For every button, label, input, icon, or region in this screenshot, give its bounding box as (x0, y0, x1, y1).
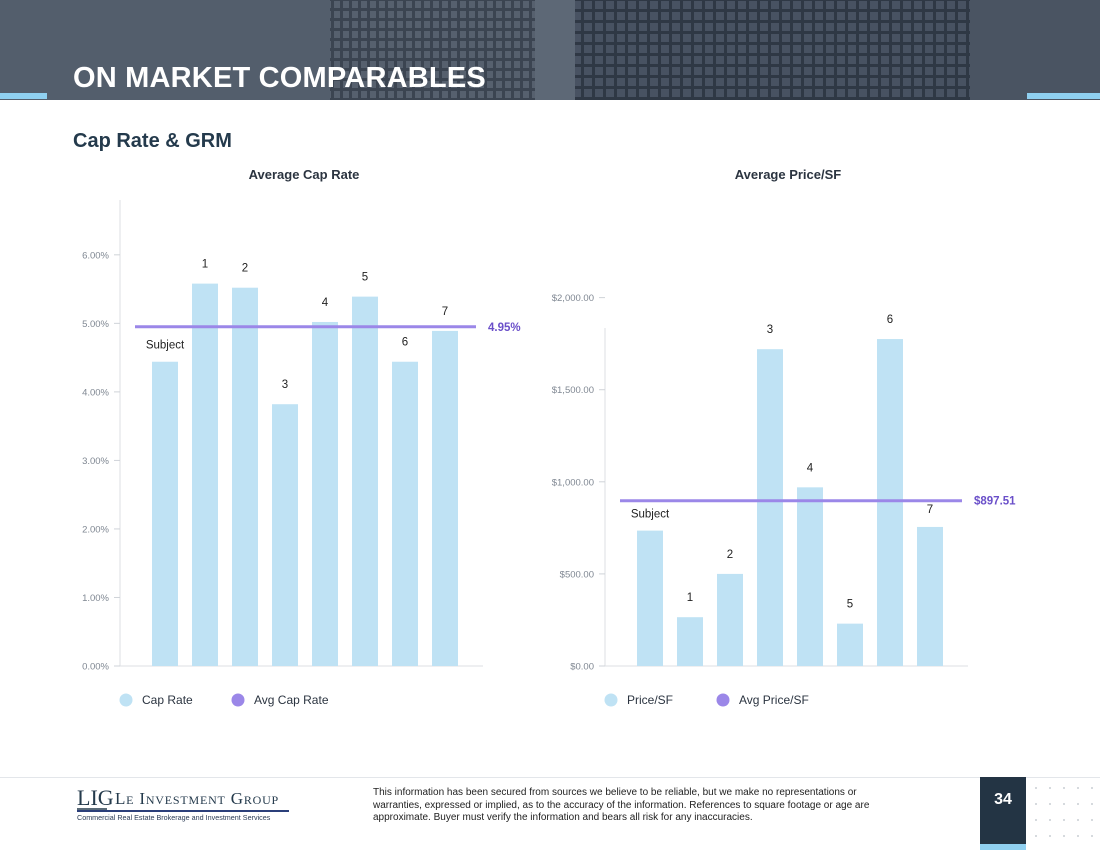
bar-label: 4 (322, 297, 329, 309)
decorative-dot (1091, 835, 1093, 837)
decorative-dot (1035, 819, 1037, 821)
bar (677, 617, 703, 666)
decorative-dot (1049, 819, 1051, 821)
legend-label-average: Avg Price/SF (739, 693, 809, 707)
header-banner: ON MARKET COMPARABLES (0, 0, 1100, 100)
page-number: 34 (980, 777, 1026, 844)
bar (432, 330, 458, 666)
y-tick-label: $1,500.00 (552, 385, 594, 396)
bar-label: 4 (807, 462, 814, 474)
bar-label: 7 (442, 306, 448, 318)
price-per-sf-chart: Average Price/SF $0.00 $500.00 $1,000.00 $1,… (552, 167, 1016, 707)
decorative-dot (1077, 819, 1079, 821)
y-tick-label: 6.00% (82, 250, 109, 261)
decorative-dot (1077, 803, 1079, 805)
bar (392, 361, 418, 666)
decorative-dot (1063, 787, 1065, 789)
bar-label: 1 (202, 259, 208, 271)
decorative-dot (1077, 835, 1079, 837)
average-label: 4.95% (488, 322, 521, 334)
footer-divider (0, 777, 1100, 778)
page-number-accent (980, 844, 1026, 850)
average-label: $897.51 (974, 496, 1016, 508)
bar-label: 1 (687, 592, 693, 604)
y-tick-label: 4.00% (82, 387, 109, 398)
bar-label: 3 (767, 324, 773, 336)
company-name: Le Investment Group (115, 789, 279, 808)
legend-swatch-average (231, 693, 245, 707)
bar (877, 339, 903, 666)
disclaimer-text: This information has been secured from s… (373, 787, 870, 823)
bar (797, 487, 823, 666)
legend-swatch-series (119, 693, 133, 707)
page-title: ON MARKET COMPARABLES (73, 62, 486, 94)
bar (232, 287, 258, 666)
chart-title: Average Cap Rate (249, 167, 360, 182)
decorative-dot (1091, 819, 1093, 821)
bar (152, 361, 178, 666)
y-tick-label: 2.00% (82, 524, 109, 535)
header-accent-left (0, 93, 47, 99)
section-title: Cap Rate & GRM (73, 130, 232, 152)
decorative-dot (1035, 787, 1037, 789)
bar (917, 526, 943, 666)
legend-label-series: Cap Rate (142, 693, 193, 707)
legend-label-average: Avg Cap Rate (254, 693, 329, 707)
decorative-dot (1091, 787, 1093, 789)
y-tick-label: $2,000.00 (552, 293, 594, 304)
y-tick-label: $0.00 (570, 662, 594, 673)
cap-rate-chart: Average Cap Rate 0.00% 1.00% 2.00% 3.00% 4.00… (82, 167, 521, 707)
company-tagline: Commercial Real Estate Brokerage and Inv… (77, 813, 271, 822)
legend-label-series: Price/SF (627, 693, 673, 707)
bar (352, 296, 378, 666)
bar-label: Subject (631, 509, 670, 521)
decorative-dot (1049, 803, 1051, 805)
y-tick-label: 3.00% (82, 456, 109, 467)
decorative-dots (1035, 787, 1093, 837)
bar-label: 2 (727, 549, 733, 561)
bar-label: 7 (927, 504, 933, 516)
decorative-dot (1063, 835, 1065, 837)
decorative-dot (1063, 819, 1065, 821)
company-logo: LIG Le Investment Group Commercial Real … (77, 785, 289, 822)
y-tick-label: 5.00% (82, 319, 109, 330)
bar-label: 5 (362, 272, 368, 284)
chart-title: Average Price/SF (735, 167, 842, 182)
decorative-dot (1035, 803, 1037, 805)
bar-label: 6 (402, 337, 408, 349)
y-tick-label: 1.00% (82, 593, 109, 604)
bar-label: 5 (847, 599, 853, 611)
decorative-dot (1063, 803, 1065, 805)
bar (192, 283, 218, 666)
building-background-image (0, 0, 1100, 100)
decorative-dot (1049, 835, 1051, 837)
bar (837, 623, 863, 666)
legend-swatch-average (716, 693, 730, 707)
bar (272, 404, 298, 666)
legend-swatch-series (604, 693, 618, 707)
y-tick-label: $500.00 (560, 569, 594, 580)
decorative-dot (1035, 835, 1037, 837)
decorative-dot (1077, 787, 1079, 789)
y-tick-label: 0.00% (82, 662, 109, 673)
y-tick-label: $1,000.00 (552, 477, 594, 488)
bar (312, 321, 338, 666)
logo-mark: LIG (77, 785, 114, 810)
bar (757, 349, 783, 666)
bar-label: Subject (146, 340, 185, 352)
decorative-dot (1049, 787, 1051, 789)
bar (717, 573, 743, 666)
bar-label: 3 (282, 379, 288, 391)
bar (637, 530, 663, 666)
header-accent-right (1027, 93, 1100, 99)
decorative-dot (1091, 803, 1093, 805)
bar-label: 2 (242, 263, 248, 275)
bar-label: 6 (887, 314, 893, 326)
